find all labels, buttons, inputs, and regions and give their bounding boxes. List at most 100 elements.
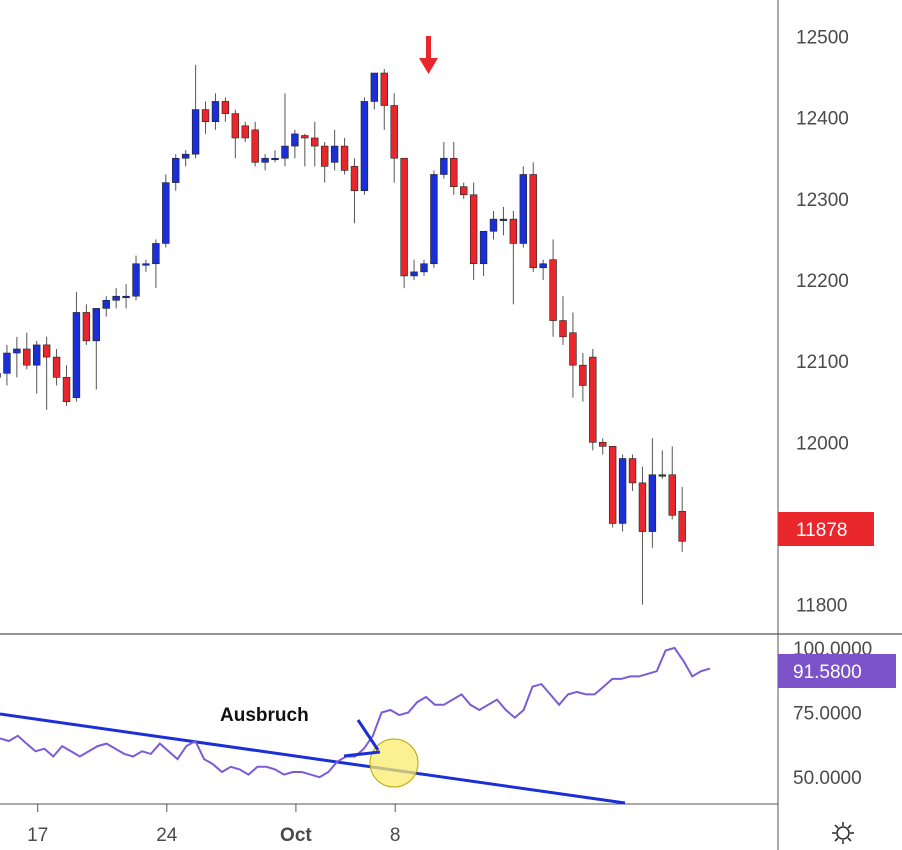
candle <box>589 348 597 451</box>
candle-body <box>142 263 150 266</box>
candle <box>460 182 468 199</box>
candlestick-series <box>0 64 686 605</box>
candle <box>499 206 508 236</box>
candle <box>509 211 518 305</box>
candle-body <box>380 72 388 106</box>
candle-body <box>261 157 269 163</box>
arrow-icon <box>343 719 381 758</box>
candle <box>3 344 11 386</box>
candle-body <box>62 377 71 403</box>
candle-body <box>599 441 607 447</box>
candle-body <box>539 263 547 269</box>
candle <box>251 121 259 167</box>
candle-body <box>499 218 508 221</box>
candle-body <box>52 356 61 378</box>
candle-body <box>152 243 160 265</box>
candle-body <box>450 157 458 187</box>
candle-body <box>191 109 200 155</box>
candle-body <box>589 356 597 443</box>
candle <box>122 284 130 309</box>
candle <box>132 255 140 301</box>
candle <box>529 162 537 272</box>
candle <box>13 336 21 378</box>
candle <box>291 129 299 159</box>
candle <box>668 446 676 520</box>
candle-body <box>13 348 21 354</box>
candle-body <box>311 137 319 147</box>
candle-body <box>231 113 240 139</box>
candle-body <box>559 320 567 338</box>
candle <box>33 340 41 394</box>
candle-body <box>569 332 577 366</box>
settings-icon[interactable] <box>832 822 854 844</box>
candle <box>241 121 249 143</box>
breakout-highlight <box>369 738 419 788</box>
candle-body <box>281 145 289 159</box>
candle <box>370 72 379 110</box>
candle <box>519 166 527 248</box>
candle-body <box>549 259 557 321</box>
candle <box>628 454 637 491</box>
candle-body <box>509 218 518 244</box>
candle <box>52 348 61 386</box>
candle <box>152 239 160 289</box>
candle <box>281 93 289 167</box>
candle <box>400 157 408 289</box>
time-axis: 17 24 Oct 8 <box>27 804 400 846</box>
indicator-value-badge: 91.5800 <box>778 654 896 688</box>
candle-body <box>340 145 349 171</box>
candle <box>440 142 448 179</box>
breakout-annotation: Ausbruch <box>220 705 309 726</box>
candle <box>638 466 647 605</box>
candle <box>350 158 359 224</box>
candle-body <box>489 218 498 232</box>
candle <box>599 438 607 455</box>
candle-body <box>181 153 190 159</box>
candle-body <box>479 230 488 265</box>
candle-body <box>350 166 359 192</box>
candle-body <box>628 458 637 484</box>
candle-body <box>330 145 339 163</box>
candle-body <box>430 174 438 265</box>
time-tick-label: 17 <box>27 825 48 846</box>
candle-body <box>33 344 41 366</box>
candle-body <box>291 133 299 147</box>
candle-body <box>469 194 478 265</box>
candle <box>301 133 309 167</box>
candle-body <box>221 101 230 114</box>
candle-body <box>638 482 647 532</box>
candle-body <box>42 344 51 358</box>
price-tick-label: 12300 <box>796 190 849 211</box>
candle <box>549 239 557 337</box>
candle <box>658 450 667 479</box>
candle-body <box>370 72 379 102</box>
candle <box>579 353 587 402</box>
price-tick-label: 11800 <box>796 596 847 617</box>
last-price-label: 11878 <box>796 520 847 541</box>
time-tick-label: Oct <box>280 825 312 846</box>
candle-body <box>241 125 249 139</box>
candle-body <box>251 129 259 163</box>
candle <box>82 304 91 345</box>
candle-body <box>410 271 418 277</box>
indicator-value-label: 91.5800 <box>793 662 862 683</box>
candle <box>261 154 269 171</box>
candle <box>320 142 329 183</box>
candle <box>112 288 120 309</box>
candle <box>569 312 577 398</box>
candle <box>142 259 150 272</box>
trendline <box>0 712 626 805</box>
candle <box>608 446 617 528</box>
candle-body <box>172 157 180 183</box>
candle-body <box>529 174 537 269</box>
candle-body <box>72 312 81 398</box>
candle-body <box>390 105 398 159</box>
candle-body <box>668 474 676 516</box>
candle-body <box>648 474 657 532</box>
candle <box>231 109 240 159</box>
indicator-tick-label: 50.0000 <box>793 768 862 789</box>
candle <box>181 150 190 167</box>
candle <box>42 336 51 410</box>
candle-body <box>132 263 140 297</box>
